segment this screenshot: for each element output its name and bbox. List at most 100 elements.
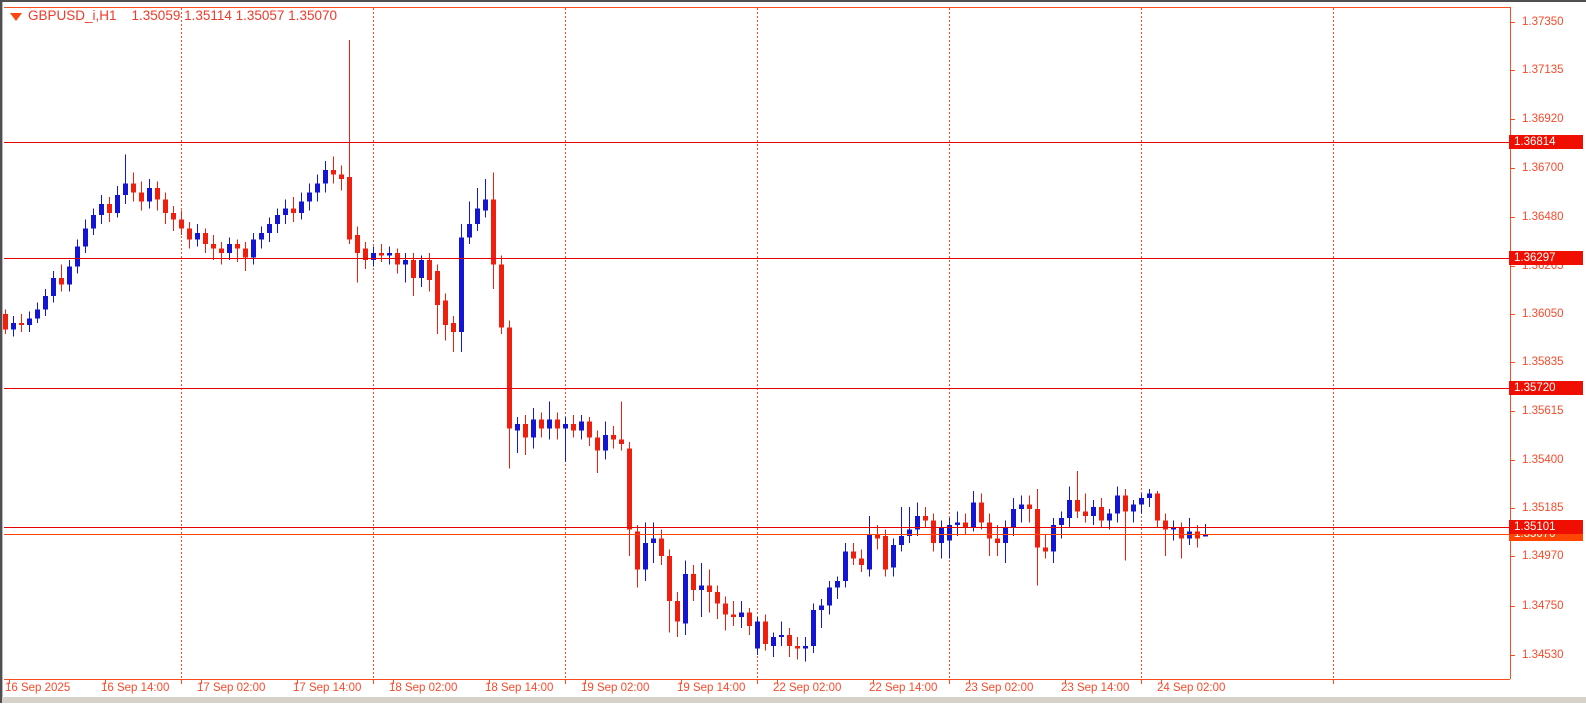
candle — [523, 414, 528, 456]
price-line-flag: 1.36814 — [1509, 135, 1583, 149]
candle — [971, 491, 976, 532]
candle — [755, 616, 760, 655]
candle — [251, 233, 256, 265]
candle — [659, 529, 664, 566]
price-axis-label: 1.36700 — [1522, 162, 1564, 174]
candle — [643, 522, 648, 581]
price-line-flag: 1.35101 — [1509, 520, 1583, 534]
symbol-dropdown-icon[interactable] — [10, 13, 22, 21]
candle — [59, 264, 64, 292]
candle — [467, 201, 472, 245]
time-axis-label: 16 Sep 14:00 — [101, 682, 170, 694]
candle — [691, 565, 696, 602]
candle — [27, 311, 32, 332]
candle — [539, 412, 544, 438]
candle — [155, 181, 160, 211]
candle — [43, 289, 48, 317]
candle — [667, 549, 672, 633]
price-line-flag: 1.36297 — [1509, 251, 1583, 265]
candle — [147, 179, 152, 209]
candle — [1083, 493, 1088, 523]
candle — [3, 309, 8, 335]
candle — [747, 607, 752, 635]
candle — [1099, 497, 1104, 528]
candle — [587, 417, 592, 447]
candle — [259, 226, 264, 249]
time-axis-label: 16 Sep 2025 — [5, 682, 71, 694]
candle — [515, 417, 520, 453]
time-axis-label: 22 Sep 02:00 — [773, 682, 842, 694]
candle — [595, 430, 600, 474]
ohlc-readout: 1.35059 1.35114 1.35057 1.35070 — [131, 8, 337, 23]
candle — [1123, 488, 1128, 561]
candle — [915, 502, 920, 537]
candle — [411, 253, 416, 296]
price-axis[interactable]: 1.37350 1.37135 1.36920 1.36700 1.36480 1.362… — [1508, 2, 1586, 679]
candle — [187, 221, 192, 249]
candle — [779, 621, 784, 647]
candle — [707, 569, 712, 613]
candle — [907, 506, 912, 543]
candle — [11, 316, 16, 337]
candle — [83, 219, 88, 254]
time-axis[interactable]: 16 Sep 2025 16 Sep 14:00 17 Sep 02:00 17 Se… — [2, 679, 1586, 699]
candle — [843, 542, 848, 588]
candle — [203, 228, 208, 254]
time-axis-label: 18 Sep 02:00 — [389, 682, 458, 694]
candle — [67, 259, 72, 292]
candle — [811, 603, 816, 653]
candle — [387, 246, 392, 265]
candle — [651, 522, 656, 563]
candle — [739, 601, 744, 629]
candle — [435, 264, 440, 335]
price-axis-label: 1.37135 — [1522, 64, 1564, 76]
candle — [339, 165, 344, 191]
window-bottom-edge — [2, 697, 1586, 703]
price-axis-label: 1.35835 — [1522, 356, 1564, 368]
candle — [851, 542, 856, 566]
candle — [923, 506, 928, 528]
time-axis-label: 19 Sep 02:00 — [581, 682, 650, 694]
time-axis-label: 18 Sep 14:00 — [485, 682, 554, 694]
candle — [131, 172, 136, 202]
candle — [979, 493, 984, 530]
symbol-period-label: GBPUSD_i,H1 — [28, 8, 117, 23]
candle — [731, 601, 736, 626]
time-axis-label: 17 Sep 14:00 — [293, 682, 362, 694]
candle — [1075, 470, 1080, 519]
candle — [947, 518, 952, 559]
candle — [403, 253, 408, 283]
price-axis-label: 1.36920 — [1522, 113, 1564, 125]
candle — [1059, 511, 1064, 539]
candle — [555, 412, 560, 440]
candle — [955, 511, 960, 537]
candles-layer — [3, 39, 1208, 662]
candle — [995, 524, 1000, 557]
candle — [379, 244, 384, 263]
candle — [571, 414, 576, 438]
price-axis-label: 1.36480 — [1522, 211, 1564, 223]
candle — [307, 183, 312, 211]
candle — [699, 562, 704, 617]
candle — [899, 506, 904, 552]
candle — [619, 401, 624, 451]
candle — [723, 596, 728, 631]
candle — [1003, 520, 1008, 563]
candle — [883, 529, 888, 577]
candle — [331, 156, 336, 184]
candle — [819, 598, 824, 629]
candle — [827, 580, 832, 615]
candle — [763, 614, 768, 651]
candle — [803, 637, 808, 662]
candle — [1091, 500, 1096, 525]
candle — [299, 192, 304, 220]
candle — [171, 206, 176, 231]
candle — [931, 513, 936, 552]
price-axis-label: 1.35185 — [1522, 502, 1564, 514]
candle — [99, 194, 104, 225]
candle — [51, 271, 56, 303]
candle — [219, 241, 224, 265]
candle — [563, 417, 568, 462]
